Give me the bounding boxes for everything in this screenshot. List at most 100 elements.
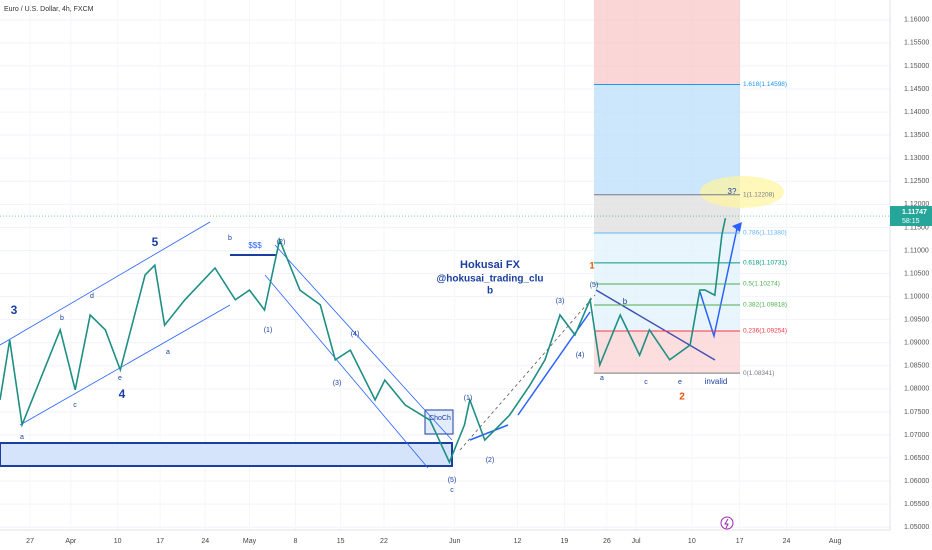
channel-line xyxy=(19,304,231,426)
x-tick-label: 15 xyxy=(337,538,345,545)
annotation: (4) xyxy=(576,352,585,359)
annotation: 3 xyxy=(11,303,18,317)
fib-label: 1.618(1.14598) xyxy=(743,81,787,88)
triangle-line xyxy=(595,289,716,361)
annotation: @hokusai_trading_clu xyxy=(437,274,544,285)
annotation: 4 xyxy=(119,387,126,401)
annotation: 5 xyxy=(152,235,159,249)
x-tick-label: May xyxy=(243,538,257,545)
annotation: (3) xyxy=(556,298,565,305)
annotation: invalid xyxy=(705,377,728,386)
demand-zone xyxy=(0,442,453,467)
y-tick-label: 1.10000 xyxy=(904,293,929,300)
annotation: ChoCh xyxy=(429,415,451,422)
arrow-head xyxy=(732,222,742,232)
annotation: d xyxy=(90,293,94,300)
annotation: 3? xyxy=(728,187,737,196)
annotation: (2) xyxy=(486,457,495,464)
y-tick-label: 1.11000 xyxy=(904,247,929,254)
x-tick-label: 27 xyxy=(26,538,34,545)
fib-label: 0.618(1.10731) xyxy=(743,260,787,267)
x-tick-label: 22 xyxy=(380,538,388,545)
annotation: Hokusai FX xyxy=(460,259,521,271)
background-layer xyxy=(0,0,890,528)
annotation: b xyxy=(228,235,232,242)
countdown: 58:15 xyxy=(902,218,920,225)
annotation: e xyxy=(678,379,682,386)
annotation: 2 xyxy=(679,392,685,403)
fib-zone xyxy=(594,84,740,195)
fib-label: 0.236(1.09254) xyxy=(743,328,787,335)
event-icon[interactable] xyxy=(720,516,734,530)
y-tick-label: 1.14000 xyxy=(904,109,929,116)
y-tick-label: 1.13500 xyxy=(904,132,929,139)
annotation: (4) xyxy=(351,331,360,338)
last-price-tag xyxy=(890,206,932,227)
channel-line xyxy=(264,274,429,469)
trend-line xyxy=(517,311,591,416)
last-price-label: 1.11747 xyxy=(902,209,927,216)
x-tick-label: 19 xyxy=(561,538,569,545)
x-tick-label: Aug xyxy=(829,538,842,545)
fib-zone xyxy=(594,331,740,374)
chart-title: Euro / U.S. Dollar, 4h, FXCM xyxy=(4,6,94,13)
y-tick-label: 1.05500 xyxy=(904,501,929,508)
x-tick-label: 24 xyxy=(201,538,209,545)
y-tick-label: 1.12500 xyxy=(904,178,929,185)
annotation: (3) xyxy=(333,380,342,387)
y-tick-label: 1.07000 xyxy=(904,432,929,439)
axes-layer: 1.05000 1.05500 1.06000 1.06500 1.07000 1.075… xyxy=(26,17,932,545)
price-line xyxy=(0,218,727,465)
y-tick-label: 1.15500 xyxy=(904,40,929,47)
x-tick-label: 26 xyxy=(603,538,611,545)
y-tick-label: 1.10500 xyxy=(904,270,929,277)
annotation: a xyxy=(600,375,604,382)
choch-box xyxy=(424,409,454,435)
x-tick-label: Apr xyxy=(65,538,77,545)
y-tick-label: 1.15000 xyxy=(904,63,929,70)
y-tick-label: 1.14500 xyxy=(904,86,929,93)
annotation: b xyxy=(60,315,64,322)
channel-line xyxy=(274,244,453,441)
channel-line xyxy=(0,221,211,346)
y-tick-label: 1.08000 xyxy=(904,386,929,393)
y-tick-label: 1.12000 xyxy=(904,201,929,208)
y-tick-label: 1.13000 xyxy=(904,155,929,162)
annotation: b xyxy=(487,286,493,297)
y-tick-label: 1.08500 xyxy=(904,363,929,370)
projection-arrow xyxy=(699,223,739,339)
event-bolt xyxy=(724,518,729,529)
y-tick-label: 1.16000 xyxy=(904,17,929,24)
annotation: $$$ xyxy=(248,241,262,250)
y-tick-label: 1.06000 xyxy=(904,478,929,485)
x-tick-label: 10 xyxy=(114,538,122,545)
x-tick-label: 24 xyxy=(783,538,791,545)
y-tick-label: 1.09000 xyxy=(904,340,929,347)
x-tick-label: Jun xyxy=(449,538,460,545)
y-tick-label: 1.09500 xyxy=(904,317,929,324)
x-tick-label: 17 xyxy=(736,538,744,545)
annotation: (5) xyxy=(590,282,599,289)
annotation: (5) xyxy=(448,477,457,484)
path-line xyxy=(459,294,596,451)
annotation: c xyxy=(450,487,454,494)
fib-zone xyxy=(594,0,740,85)
annotation: c xyxy=(73,402,77,409)
fib-label: 0(1.08341) xyxy=(743,370,774,377)
x-tick-label: 10 xyxy=(688,538,696,545)
fib-label: 1(1.12208) xyxy=(743,191,774,198)
y-tick-label: 1.05000 xyxy=(904,524,929,531)
y-tick-label: 1.07500 xyxy=(904,409,929,416)
annotation: 1 xyxy=(589,260,594,270)
fib-label: 0.5(1.10274) xyxy=(743,281,780,288)
annotation: e xyxy=(118,375,122,382)
annotation: c xyxy=(644,379,648,386)
fib-label: 0.786(1.11380) xyxy=(743,230,787,237)
x-tick-label: 12 xyxy=(514,538,522,545)
annotation: (1) xyxy=(464,395,473,402)
x-tick-label: 8 xyxy=(294,538,298,545)
annotation: b xyxy=(623,297,628,306)
highlight xyxy=(700,176,784,208)
y-tick-label: 1.11500 xyxy=(904,224,929,231)
y-tick-label: 1.06500 xyxy=(904,455,929,462)
